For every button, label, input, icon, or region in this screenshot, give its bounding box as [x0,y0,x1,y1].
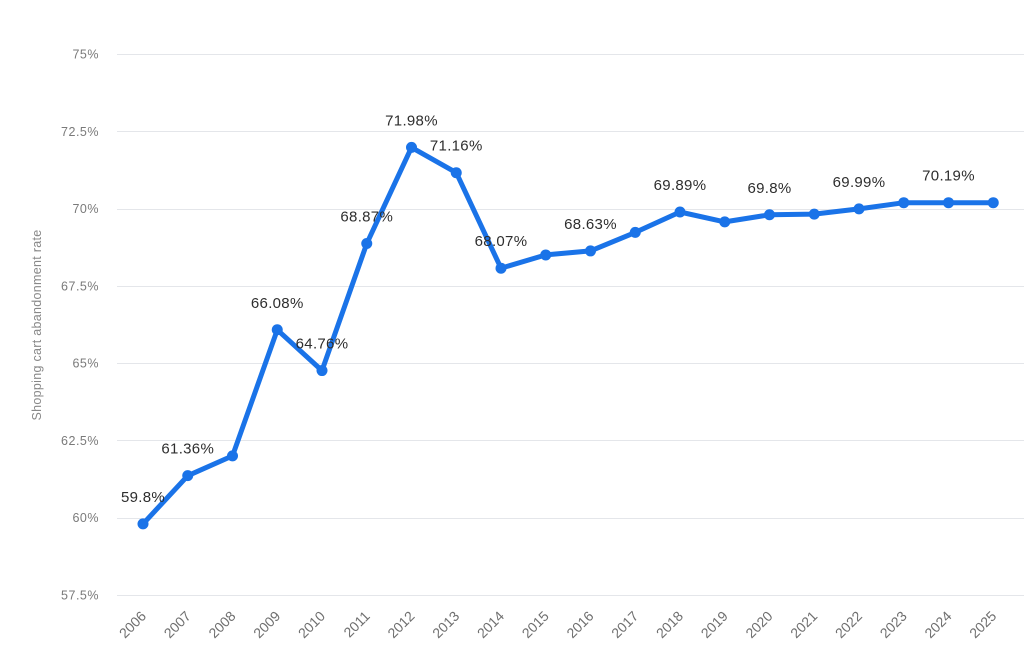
data-point-2016[interactable] [585,245,596,257]
data-label-2018: 69.89% [654,177,707,194]
data-labels: 59.8% 61.36% 66.08% 64.76% 68.87% 71.98% 71.16… [121,112,975,506]
y-axis-ticks: 57.5% 60% 62.5% 65% 67.5% 70% 72.5% 75% [61,48,99,603]
x-tick-label: 2020 [742,608,775,641]
x-tick-label: 2014 [474,608,507,641]
data-point-2007[interactable] [182,470,194,482]
series-line [140,144,996,527]
x-tick-label: 2017 [608,608,641,641]
data-label-2022: 69.99% [833,174,886,191]
x-axis-ticks: 2006 2007 2008 2009 2010 2011 2012 2013 2014 2015… [116,608,1000,641]
x-tick-label: 2009 [250,608,283,641]
x-tick-label: 2025 [966,608,999,641]
x-tick-label: 2016 [563,608,596,641]
data-point-2022[interactable] [853,203,865,215]
data-point-2012[interactable] [406,141,417,153]
data-point-2014[interactable] [495,262,507,274]
data-label-2011: 68.87% [340,209,393,226]
data-label-2012: 71.98% [385,112,438,129]
y-tick-label: 62.5% [61,434,99,448]
data-point-2025[interactable] [987,197,999,209]
y-axis-label: Shopping cart abandonment rate [30,229,44,420]
x-tick-label: 2012 [384,608,417,641]
x-tick-label: 2019 [698,608,731,641]
x-tick-label: 2007 [161,608,194,641]
x-tick-label: 2022 [832,608,865,641]
x-tick-label: 2006 [116,608,149,641]
data-point-2018[interactable] [674,206,686,218]
data-label-2006: 59.8% [121,489,165,506]
y-tick-label: 70% [72,202,99,216]
x-tick-label: 2024 [921,608,954,641]
data-point-2024[interactable] [943,197,954,209]
x-tick-label: 2011 [340,608,373,641]
y-tick-label: 72.5% [61,125,99,139]
data-label-2007: 61.36% [161,441,214,458]
data-label-2013: 71.16% [430,138,483,155]
data-point-2017[interactable] [629,226,641,238]
data-point-2010[interactable] [316,365,328,377]
x-tick-label: 2010 [295,608,328,641]
x-tick-label: 2008 [205,608,238,641]
data-points [137,141,999,530]
data-point-2011[interactable] [361,238,373,250]
x-tick-label: 2015 [519,608,552,641]
gridlines [117,54,1024,596]
data-label-2009: 66.08% [251,295,304,312]
y-tick-label: 65% [72,357,99,371]
data-point-2015[interactable] [540,249,552,261]
data-point-2020[interactable] [764,209,775,221]
data-label-2014: 68.07% [475,233,528,250]
y-tick-label: 57.5% [61,589,99,603]
y-tick-label: 67.5% [61,279,99,293]
data-point-2021[interactable] [808,208,820,220]
data-point-2013[interactable] [450,167,462,179]
data-label-2024: 70.19% [922,168,975,185]
data-point-2006[interactable] [137,518,149,530]
data-point-2019[interactable] [719,216,731,228]
series-polyline [140,144,996,527]
data-label-2016: 68.63% [564,216,617,233]
x-tick-label: 2023 [877,608,910,641]
y-tick-label: 75% [72,48,99,62]
data-label-2010: 64.76% [296,336,349,353]
y-tick-label: 60% [72,511,99,525]
x-tick-label: 2018 [653,608,686,641]
data-point-2009[interactable] [271,324,283,336]
x-tick-label: 2013 [429,608,462,641]
x-tick-label: 2021 [787,608,820,641]
data-label-2020: 69.8% [747,180,791,197]
data-point-2008[interactable] [227,450,238,462]
data-point-2023[interactable] [898,197,910,209]
